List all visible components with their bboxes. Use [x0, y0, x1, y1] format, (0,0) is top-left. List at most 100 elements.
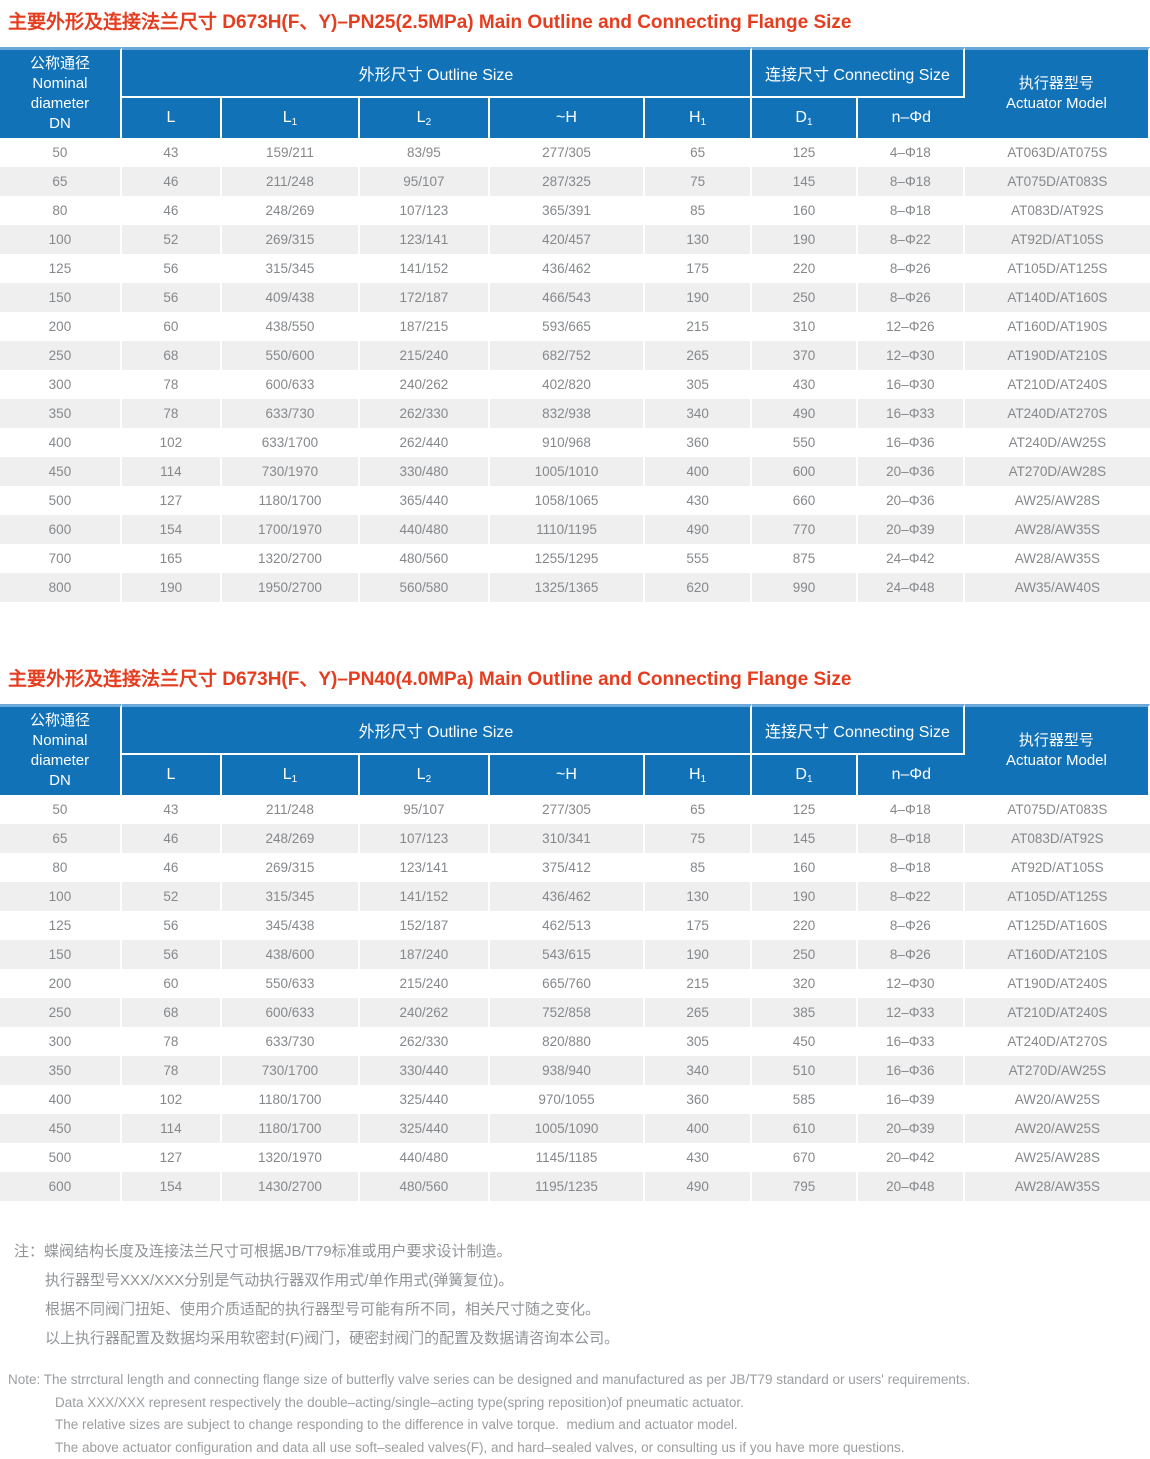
cell: AT083D/AT92S [965, 196, 1150, 225]
header-col-D1: D1 [752, 755, 858, 795]
cell: AT063D/AT075S [965, 138, 1150, 167]
header-col-L1: L1 [222, 98, 360, 138]
cell: 145 [752, 824, 858, 853]
table-header: 公称通径 Nominal diameter DN 外形尺寸 Outline Si… [0, 704, 1150, 795]
cell: 770 [752, 515, 858, 544]
cell: 12–Φ30 [858, 969, 965, 998]
cell: 633/730 [222, 399, 360, 428]
cell: 46 [122, 167, 222, 196]
cell: AT92D/AT105S [965, 853, 1150, 882]
cell: 16–Φ36 [858, 428, 965, 457]
cell: 450 [752, 1027, 858, 1056]
cell: 46 [122, 824, 222, 853]
cell: 400 [0, 428, 122, 457]
cell: 75 [645, 824, 752, 853]
cell: 600 [752, 457, 858, 486]
cell: 820/880 [490, 1027, 645, 1056]
cell: 187/215 [360, 312, 490, 341]
cell: 400 [0, 1085, 122, 1114]
cell: 1005/1090 [490, 1114, 645, 1143]
cell: 85 [645, 196, 752, 225]
cell: 114 [122, 1114, 222, 1143]
cell: 365/440 [360, 486, 490, 515]
cell: 220 [752, 911, 858, 940]
cell: 150 [0, 940, 122, 969]
cell: 360 [645, 428, 752, 457]
cell: 510 [752, 1056, 858, 1085]
cell: 555 [645, 544, 752, 573]
cell: 16–Φ30 [858, 370, 965, 399]
cell: 310/341 [490, 824, 645, 853]
cell: AW28/AW35S [965, 515, 1150, 544]
note-line-en: Note: The strrctural length and connecti… [8, 1369, 1150, 1392]
cell: 480/560 [360, 1172, 490, 1201]
cell: 330/440 [360, 1056, 490, 1085]
cell: AT240D/AT270S [965, 1027, 1150, 1056]
cell: AT075D/AT083S [965, 795, 1150, 824]
cell: 24–Φ42 [858, 544, 965, 573]
cell: 160 [752, 196, 858, 225]
dimensions-table-pn40: 公称通径 Nominal diameter DN 外形尺寸 Outline Si… [0, 704, 1150, 1201]
cell: 12–Φ30 [858, 341, 965, 370]
cell: 107/123 [360, 824, 490, 853]
cell: 269/315 [222, 225, 360, 254]
cell: 24–Φ48 [858, 573, 965, 602]
header-col-L1: L1 [222, 755, 360, 795]
cell: 682/752 [490, 341, 645, 370]
cell: 95/107 [360, 795, 490, 824]
header-col-H1: H1 [645, 755, 752, 795]
cell: 102 [122, 428, 222, 457]
cell: 430 [752, 370, 858, 399]
cell: 300 [0, 1027, 122, 1056]
cell: 190 [752, 225, 858, 254]
cell: AW28/AW35S [965, 1172, 1150, 1201]
cell: 490 [645, 1172, 752, 1201]
cell: AT075D/AT083S [965, 167, 1150, 196]
cell: 12–Φ26 [858, 312, 965, 341]
header-actuator-model: 执行器型号 Actuator Model [965, 704, 1150, 795]
cell: 440/480 [360, 1143, 490, 1172]
cell: 175 [645, 911, 752, 940]
cell: 320 [752, 969, 858, 998]
cell: 215 [645, 969, 752, 998]
cell: 700 [0, 544, 122, 573]
header-col-H1: H1 [645, 98, 752, 138]
cell: 1255/1295 [490, 544, 645, 573]
header-outline-size-group: 外形尺寸 Outline Size [122, 47, 752, 98]
cell: 127 [122, 1143, 222, 1172]
cell: 20–Φ39 [858, 1114, 965, 1143]
cell: AT105D/AT125S [965, 254, 1150, 283]
cell: 265 [645, 998, 752, 1027]
cell: 160 [752, 853, 858, 882]
note-line-en: The relative sizes are subject to change… [8, 1414, 1150, 1437]
header-nominal-diameter: 公称通径 Nominal diameter DN [0, 704, 122, 795]
cell: 620 [645, 573, 752, 602]
cell: 300 [0, 370, 122, 399]
cell: 665/760 [490, 969, 645, 998]
cell: 8–Φ18 [858, 167, 965, 196]
cell: AT125D/AT160S [965, 911, 1150, 940]
cell: AW20/AW25S [965, 1114, 1150, 1143]
cell: 20–Φ48 [858, 1172, 965, 1201]
dimensions-table-pn25: 公称通径 Nominal diameter DN 外形尺寸 Outline Si… [0, 47, 1150, 602]
cell: 78 [122, 1056, 222, 1085]
header-nominal-diameter: 公称通径 Nominal diameter DN [0, 47, 122, 138]
cell: 832/938 [490, 399, 645, 428]
cell: 610 [752, 1114, 858, 1143]
cell: 130 [645, 225, 752, 254]
cell: 215 [645, 312, 752, 341]
cell: 430 [645, 486, 752, 515]
cell: 543/615 [490, 940, 645, 969]
cell: 500 [0, 1143, 122, 1172]
